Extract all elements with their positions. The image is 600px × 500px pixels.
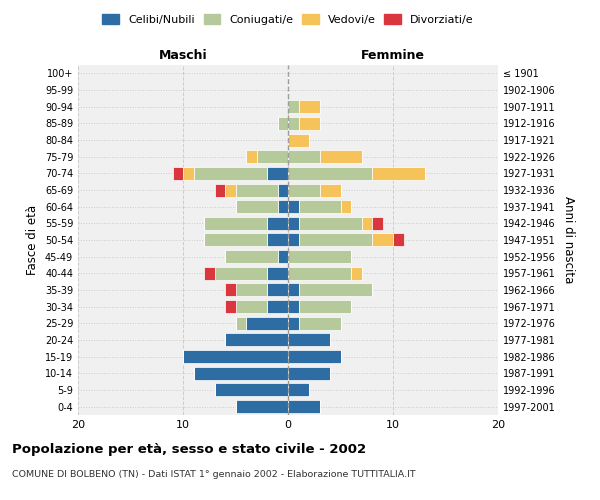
Text: COMUNE DI BOLBENO (TN) - Dati ISTAT 1° gennaio 2002 - Elaborazione TUTTITALIA.IT: COMUNE DI BOLBENO (TN) - Dati ISTAT 1° g… xyxy=(12,470,416,479)
Bar xyxy=(299,117,320,130)
Bar xyxy=(299,300,351,313)
Bar xyxy=(288,284,299,296)
Bar xyxy=(225,284,235,296)
Bar xyxy=(299,234,372,246)
Bar xyxy=(288,167,372,180)
Bar xyxy=(288,217,299,230)
Bar xyxy=(267,300,288,313)
Bar xyxy=(288,350,341,363)
Bar xyxy=(288,117,299,130)
Bar xyxy=(267,217,288,230)
Bar xyxy=(320,184,341,196)
Bar xyxy=(267,234,288,246)
Bar xyxy=(246,317,288,330)
Text: Maschi: Maschi xyxy=(158,48,208,62)
Bar xyxy=(257,150,288,163)
Bar xyxy=(215,184,225,196)
Bar xyxy=(235,300,267,313)
Bar xyxy=(277,184,288,196)
Bar xyxy=(173,167,183,180)
Bar xyxy=(288,134,309,146)
Bar xyxy=(225,334,288,346)
Y-axis label: Fasce di età: Fasce di età xyxy=(26,205,39,275)
Bar xyxy=(288,334,330,346)
Text: Femmine: Femmine xyxy=(361,48,425,62)
Bar xyxy=(277,117,288,130)
Bar xyxy=(183,167,193,180)
Bar xyxy=(361,217,372,230)
Bar xyxy=(288,200,299,213)
Bar xyxy=(204,217,267,230)
Bar xyxy=(235,200,277,213)
Bar xyxy=(288,184,320,196)
Bar xyxy=(246,150,257,163)
Bar xyxy=(267,284,288,296)
Bar xyxy=(225,250,277,263)
Bar xyxy=(235,400,288,413)
Bar xyxy=(215,384,288,396)
Bar xyxy=(235,184,277,196)
Bar xyxy=(299,200,341,213)
Bar xyxy=(288,300,299,313)
Bar xyxy=(372,234,393,246)
Bar xyxy=(235,284,267,296)
Bar xyxy=(299,100,320,113)
Bar xyxy=(204,234,267,246)
Bar xyxy=(288,367,330,380)
Legend: Celibi/Nubili, Coniugati/e, Vedovi/e, Divorziati/e: Celibi/Nubili, Coniugati/e, Vedovi/e, Di… xyxy=(99,10,477,28)
Bar xyxy=(372,167,425,180)
Bar xyxy=(267,267,288,280)
Bar xyxy=(288,234,299,246)
Bar xyxy=(299,217,361,230)
Bar xyxy=(299,317,341,330)
Bar xyxy=(288,384,309,396)
Bar xyxy=(288,267,351,280)
Bar xyxy=(225,300,235,313)
Bar xyxy=(288,400,320,413)
Bar xyxy=(215,267,267,280)
Bar xyxy=(193,367,288,380)
Bar xyxy=(288,100,299,113)
Bar xyxy=(267,167,288,180)
Bar xyxy=(341,200,351,213)
Bar xyxy=(204,267,215,280)
Bar xyxy=(277,250,288,263)
Bar xyxy=(372,217,383,230)
Y-axis label: Anni di nascita: Anni di nascita xyxy=(562,196,575,284)
Bar xyxy=(193,167,267,180)
Bar xyxy=(288,250,351,263)
Bar xyxy=(351,267,361,280)
Bar xyxy=(393,234,404,246)
Bar xyxy=(235,317,246,330)
Bar xyxy=(299,284,372,296)
Text: Popolazione per età, sesso e stato civile - 2002: Popolazione per età, sesso e stato civil… xyxy=(12,442,366,456)
Bar xyxy=(277,200,288,213)
Bar xyxy=(183,350,288,363)
Bar xyxy=(225,184,235,196)
Bar xyxy=(288,317,299,330)
Bar xyxy=(288,150,320,163)
Bar xyxy=(320,150,361,163)
